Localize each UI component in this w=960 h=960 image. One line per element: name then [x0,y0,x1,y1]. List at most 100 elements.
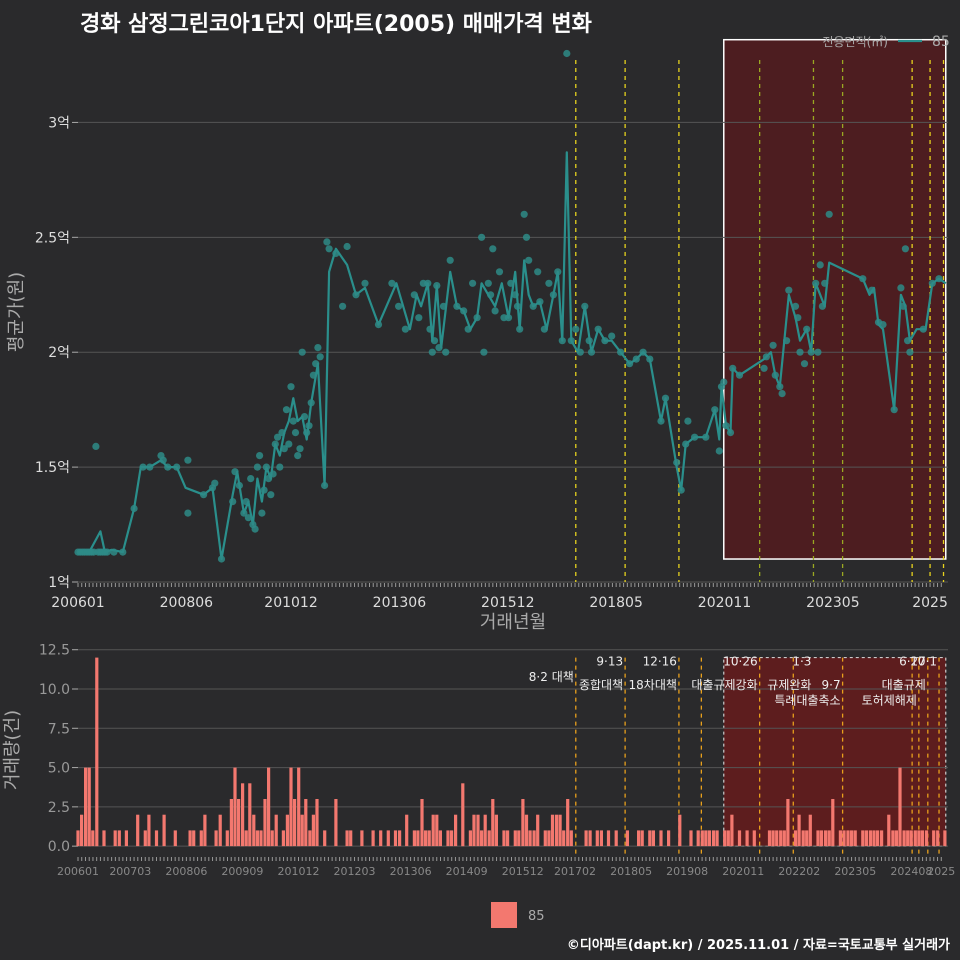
price-point [511,291,519,299]
price-point [545,279,553,287]
volume-bar [113,830,117,847]
volume-bar [521,799,525,847]
volume-bar [188,830,192,847]
price-point [217,555,226,563]
volume-bar [248,783,252,847]
price-point [576,348,584,356]
volume-bar [667,830,671,847]
x-tick-label: 201512 [502,865,544,878]
y-tick-label: 2.5 [48,800,70,816]
price-point [110,548,118,556]
price-point [469,279,477,287]
price-point [646,355,654,363]
price-point [285,440,293,448]
volume-bar [255,830,259,847]
price-point [525,256,533,264]
x-tick-label: 200703 [109,865,151,878]
volume-bar [595,830,599,847]
y-tick-label: 2.5억 [35,230,70,246]
price-point [352,291,360,299]
price-point [796,348,804,356]
volume-bar [229,799,233,847]
price-point [812,279,820,287]
volume-bar [917,830,921,847]
price-point [92,442,100,450]
price-point [276,463,284,471]
price-point [415,314,423,322]
x-tick-label: 201805 [610,865,652,878]
price-point [677,486,685,494]
price-point [818,302,827,310]
volume-bar [943,830,947,847]
volume-bar [842,830,846,847]
volume-bar [876,830,880,847]
price-point [130,504,138,513]
x-tick-label: 200806 [160,595,214,611]
price-point [401,325,409,333]
price-point [395,302,403,310]
volume-bar [267,767,271,847]
volume-bar [700,830,704,847]
price-point [760,364,768,372]
volume-bar [225,830,229,847]
y-tick-label: 7.5 [48,721,70,737]
volume-bar [154,830,159,847]
policy-annotation: 12·16 [643,654,677,668]
x-tick-label: 202408 [890,865,932,878]
volume-bar [651,830,655,847]
volume-bar [891,830,895,847]
price-point [426,325,434,333]
price-point [442,348,450,356]
volume-bar [723,830,727,847]
volume-bar [84,767,88,847]
volume-bar [932,830,936,847]
volume-bar [902,830,906,847]
volume-bar [824,830,828,847]
volume-bar [237,799,241,847]
price-point [785,286,793,294]
volume-bar [398,830,402,847]
price-point [626,360,634,368]
price-point [776,383,784,391]
volume-bar [95,657,99,847]
price-point [289,417,297,425]
price-point [585,337,593,345]
price-point [247,475,255,483]
policy-annotation: 대출규제 [882,678,926,692]
price-point [581,302,589,310]
volume-bar [502,830,506,847]
volume-bar [730,814,734,847]
volume-bar [838,830,842,847]
price-point [661,394,670,402]
price-point [682,440,690,448]
price-point [312,360,320,368]
volume-bar [880,830,884,847]
volume-bar [289,767,293,847]
y-tick-label: 0.0 [48,839,70,855]
price-point [794,314,802,322]
volume-bar [76,830,80,847]
x-tick-label: 201012 [264,595,317,611]
y-tick-label: 10.0 [39,682,70,698]
price-point [410,291,418,299]
x-tick-label: 201012 [277,865,319,878]
price-point [325,245,333,253]
policy-annotation: 9·13 [596,654,623,668]
volume-bar [767,830,772,847]
x-tick-label: 200601 [51,595,104,611]
price-point [928,279,936,287]
price-point [601,337,609,345]
x-tick-label: 201306 [390,865,432,878]
price-point [309,371,317,379]
price-point [513,302,522,310]
price-point [439,302,448,310]
price-point [374,321,383,329]
price-point [256,452,264,460]
price-point [267,491,275,499]
x-tick-label: 201409 [446,865,488,878]
volume-bar [300,814,304,847]
price-point [594,325,602,333]
volume-bar [850,830,854,847]
price-point [184,456,192,464]
volume-bar [550,814,555,847]
